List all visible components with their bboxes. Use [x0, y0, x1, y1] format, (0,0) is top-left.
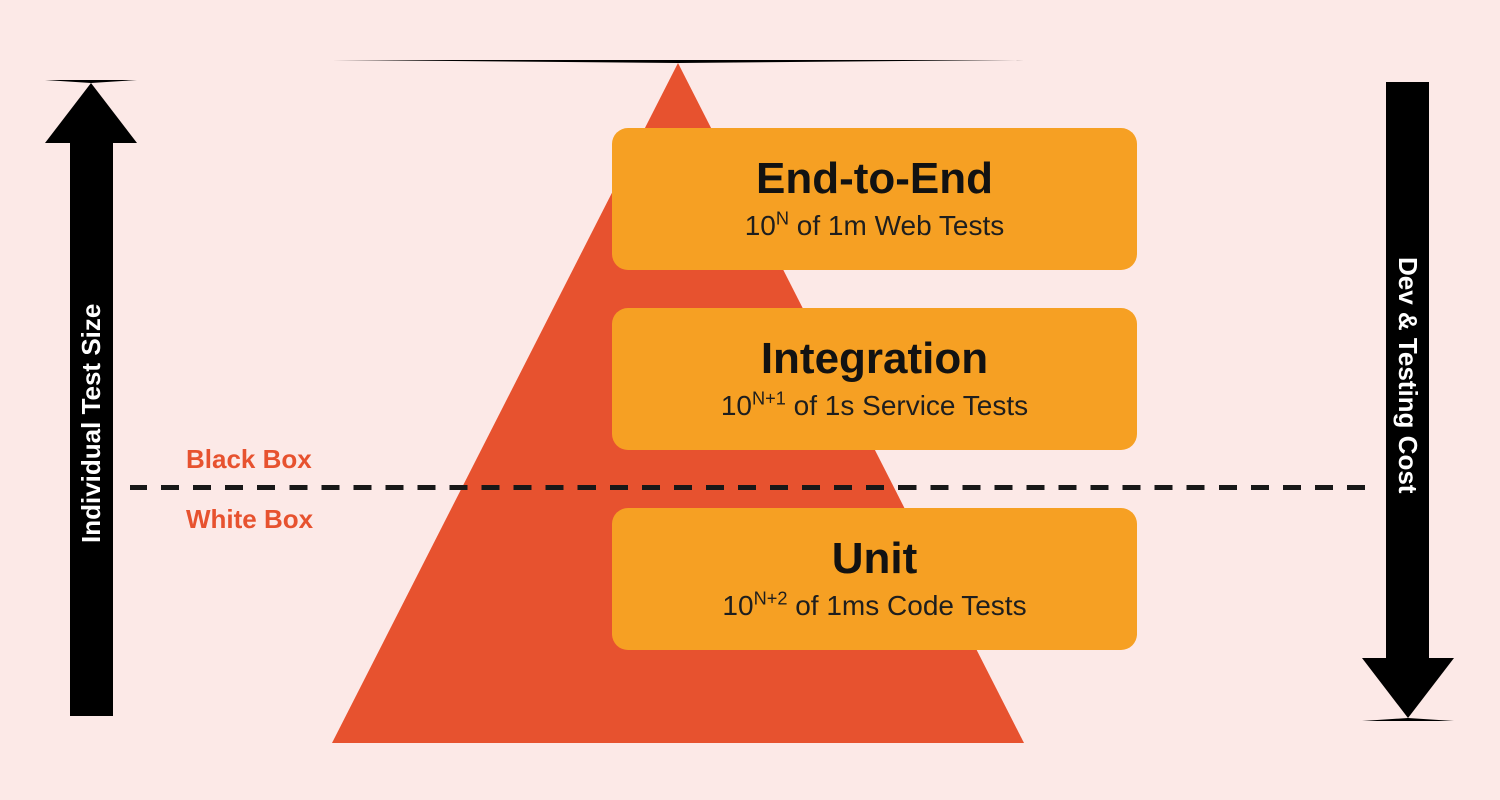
right-arrow-label: Dev & Testing Cost [1386, 82, 1429, 668]
tier-sub-prefix: 10 [745, 210, 776, 241]
tier-title: End-to-End [756, 155, 993, 203]
tier-title: Integration [761, 335, 988, 383]
divider-line [130, 485, 1370, 490]
tier-sub-prefix: 10 [722, 590, 753, 621]
tier-sub-exponent: N+2 [754, 589, 788, 609]
tier-title: Unit [832, 535, 918, 583]
tier-subtitle: 10N+1 of 1s Service Tests [721, 389, 1028, 423]
tier-box-integration: Integration 10N+1 of 1s Service Tests [612, 308, 1137, 450]
tier-subtitle: 10N of 1m Web Tests [745, 209, 1005, 243]
tier-sub-prefix: 10 [721, 390, 752, 421]
tier-sub-exponent: N+1 [752, 389, 786, 409]
tier-sub-exponent: N [776, 209, 789, 229]
black-box-label: Black Box [186, 444, 312, 475]
tier-sub-suffix: of 1s Service Tests [786, 390, 1028, 421]
tier-box-unit: Unit 10N+2 of 1ms Code Tests [612, 508, 1137, 650]
diagram-canvas: Black BoxWhite BoxEnd-to-End10N of 1m We… [0, 0, 1500, 800]
tier-subtitle: 10N+2 of 1ms Code Tests [722, 589, 1026, 623]
tier-box-end-to-end: End-to-End 10N of 1m Web Tests [612, 128, 1137, 270]
left-arrow-label: Individual Test Size [70, 130, 113, 716]
tier-sub-suffix: of 1ms Code Tests [787, 590, 1026, 621]
white-box-label: White Box [186, 504, 313, 535]
tier-sub-suffix: of 1m Web Tests [789, 210, 1004, 241]
